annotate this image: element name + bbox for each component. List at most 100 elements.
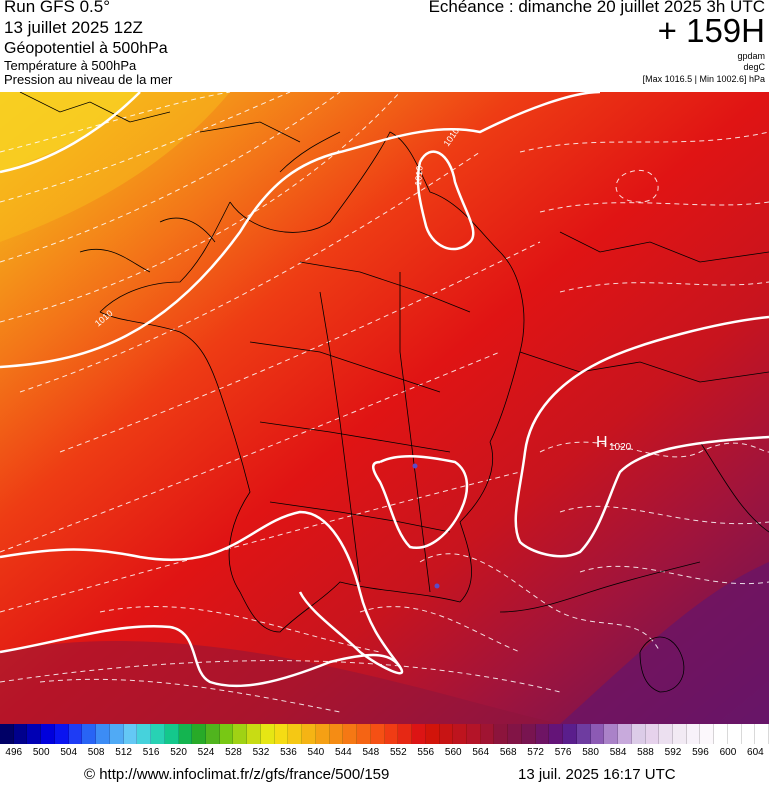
scale-swatch — [398, 724, 413, 744]
color-scale-ticks: 496 500 504 508 512 516 520 524 528 532 536 540 544 5… — [0, 747, 769, 761]
scale-tick-label: 568 — [499, 747, 517, 758]
parameter-pressure: Pression au niveau de la mer — [4, 72, 173, 87]
scale-tick-label: 552 — [389, 747, 407, 758]
scale-tick-label: 560 — [444, 747, 462, 758]
scale-swatch — [357, 724, 371, 744]
scale-swatch — [563, 724, 577, 744]
scale-swatch — [645, 724, 660, 744]
scale-swatch — [508, 724, 522, 744]
scale-swatch — [13, 724, 28, 744]
scale-swatch — [412, 724, 426, 744]
scale-swatch — [260, 724, 275, 744]
scale-tick-label: 556 — [417, 747, 435, 758]
run-title: Run GFS 0.5° — [4, 0, 111, 16]
scale-tick-label: 564 — [472, 747, 490, 758]
scale-swatch — [54, 724, 69, 744]
band-magenta — [0, 641, 560, 724]
isobars — [0, 92, 769, 688]
scale-tick-label: 592 — [664, 747, 682, 758]
scale-tick-label: 596 — [692, 747, 709, 758]
high-pressure-letter: H — [596, 434, 608, 451]
station-mark — [412, 463, 418, 469]
scale-swatch — [329, 724, 344, 744]
scale-tick-label: 504 — [60, 747, 78, 758]
scale-tick-label: 532 — [252, 747, 270, 758]
scale-swatch — [535, 724, 550, 744]
borders — [19, 92, 769, 693]
scale-swatch — [466, 724, 481, 744]
scale-swatch — [659, 724, 673, 744]
generation-timestamp: 13 juil. 2025 16:17 UTC — [518, 766, 676, 783]
scale-swatch — [233, 724, 248, 744]
scale-swatch — [123, 724, 138, 744]
scale-tick-label: 536 — [280, 747, 297, 758]
scale-tick-label: 512 — [115, 747, 132, 758]
scale-swatch — [480, 724, 495, 744]
scale-swatch — [686, 724, 701, 744]
isotherms — [0, 92, 769, 713]
scale-tick-label: 544 — [335, 747, 352, 758]
scale-tick-label: 576 — [554, 747, 572, 758]
scale-swatch — [714, 724, 728, 744]
scale-swatch — [288, 724, 303, 744]
scale-swatch — [315, 724, 330, 744]
scale-swatch — [672, 724, 687, 744]
scale-swatch — [274, 724, 289, 744]
scale-swatch — [439, 724, 454, 744]
scale-tick-label: 516 — [142, 747, 160, 758]
source-url[interactable]: © http://www.infoclimat.fr/z/gfs/france/… — [84, 766, 390, 783]
scale-swatch — [178, 724, 193, 744]
scale-swatch — [343, 724, 358, 744]
scale-tick-label: 588 — [637, 747, 654, 758]
scale-swatch — [576, 724, 591, 744]
scale-swatch — [96, 724, 110, 744]
scale-tick-label: 600 — [719, 747, 737, 758]
scale-swatch — [700, 724, 715, 744]
parameter-main: Géopotentiel à 500hPa — [4, 40, 168, 57]
lead-time: + 159H — [657, 12, 765, 49]
scale-swatch — [604, 724, 619, 744]
scale-swatch — [590, 724, 605, 744]
scale-swatch — [494, 724, 509, 744]
scale-swatch — [0, 724, 14, 744]
scale-tick-label: 496 — [5, 747, 23, 758]
isobar-label: 1010 — [413, 165, 425, 186]
scale-swatch — [41, 724, 55, 744]
scale-tick-label: 520 — [170, 747, 187, 758]
band-yellow — [0, 92, 140, 172]
scale-tick-label: 572 — [527, 747, 544, 758]
pressure-range: [Max 1016.5 | Min 1002.6] hPa — [642, 74, 765, 84]
scale-swatch — [82, 724, 97, 744]
scale-tick-label: 528 — [225, 747, 242, 758]
scale-swatch — [741, 724, 756, 744]
scale-tick-label: 584 — [609, 747, 627, 758]
unit-temperature: degC — [743, 62, 765, 72]
scale-tick-label: 580 — [582, 747, 599, 758]
forecast-time: Echéance : dimanche 20 juillet 2025 3h U… — [428, 0, 765, 16]
scale-swatch — [109, 724, 124, 744]
scale-swatch — [370, 724, 385, 744]
scale-swatch — [164, 724, 179, 744]
scale-swatch — [302, 724, 316, 744]
scale-swatch — [631, 724, 646, 744]
run-date: 13 juillet 2025 12Z — [4, 18, 143, 37]
scale-swatch — [618, 724, 632, 744]
scale-tick-label: 524 — [197, 747, 215, 758]
scale-swatch — [755, 724, 769, 744]
parameter-temperature: Température à 500hPa — [4, 58, 137, 73]
scale-swatch — [453, 724, 467, 744]
scale-swatch — [192, 724, 207, 744]
band-purple — [560, 562, 769, 724]
scale-swatch — [137, 724, 152, 744]
unit-geopotential: gpdam — [737, 51, 765, 61]
scale-tick-label: 540 — [307, 747, 325, 758]
scale-swatch — [425, 724, 440, 744]
scale-tick-label: 508 — [87, 747, 105, 758]
scale-swatch — [727, 724, 742, 744]
scale-tick-label: 548 — [362, 747, 380, 758]
scale-swatch — [384, 724, 399, 744]
scale-swatch — [151, 724, 165, 744]
high-pressure-value: 1020 — [609, 442, 632, 453]
scale-swatch — [219, 724, 234, 744]
scale-swatch — [206, 724, 220, 744]
